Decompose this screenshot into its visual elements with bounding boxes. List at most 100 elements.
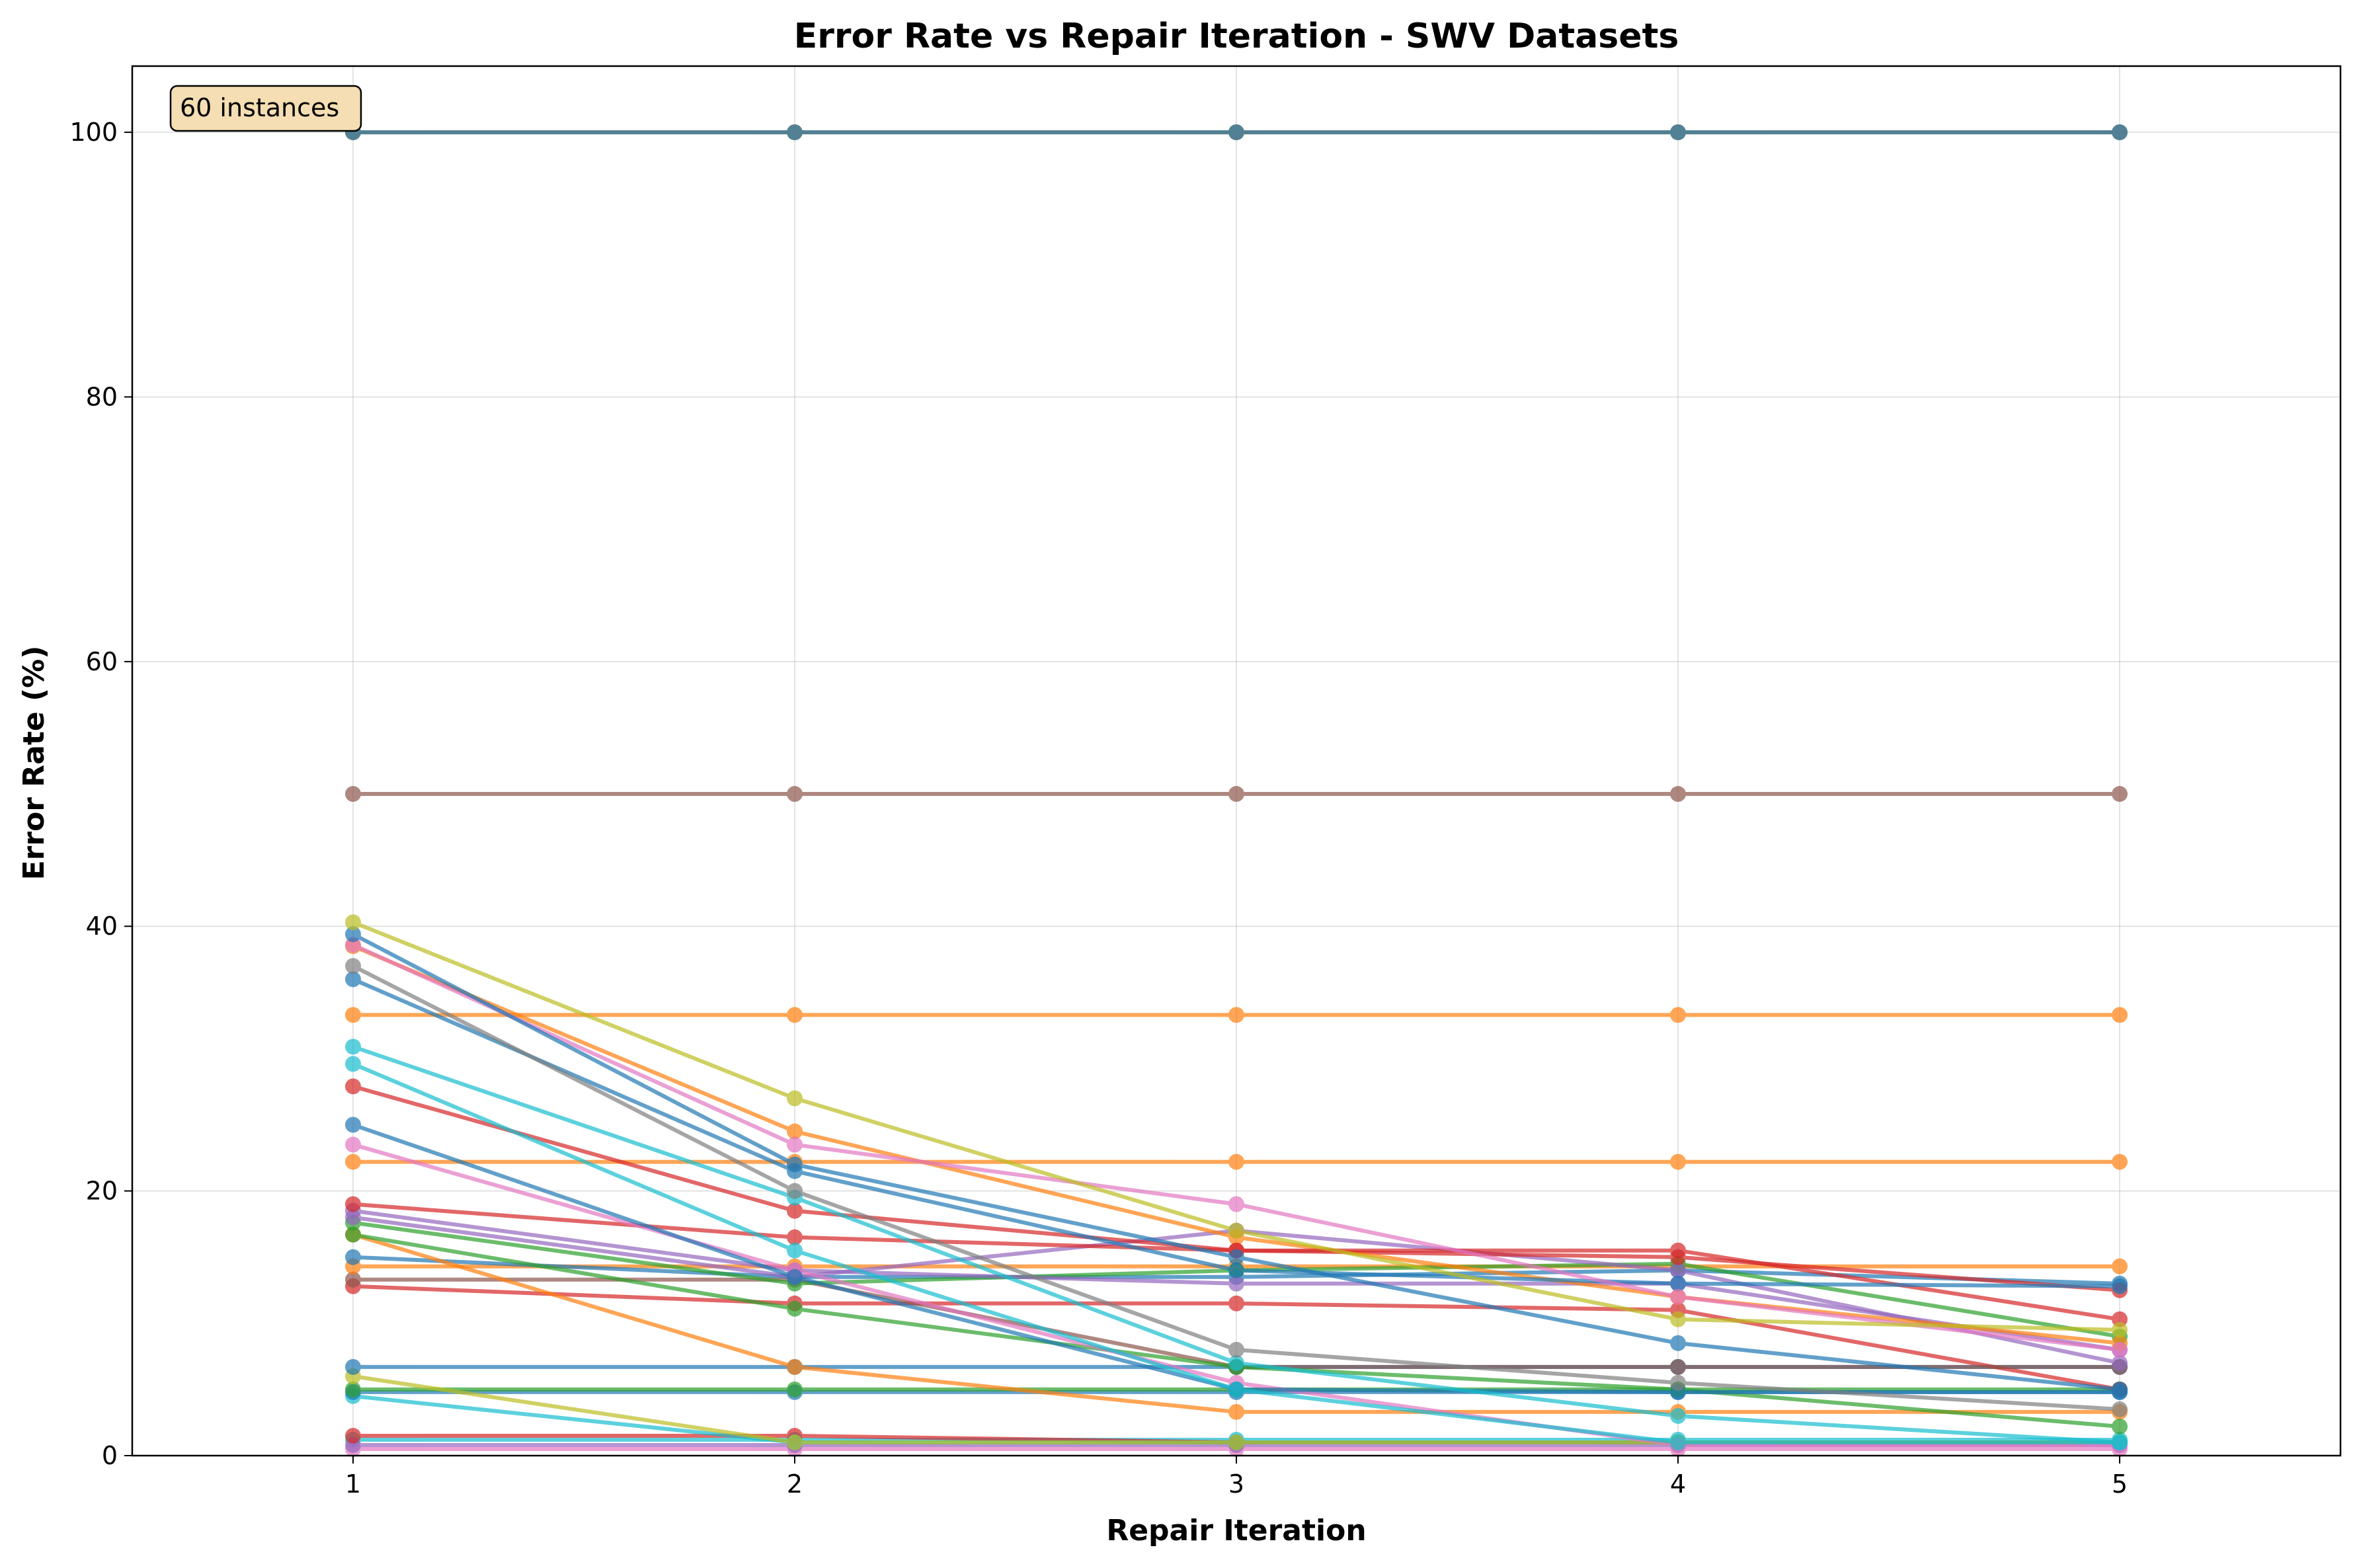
y-axis-label: Error Rate (%) — [17, 646, 51, 881]
x-tick-label: 2 — [787, 1470, 803, 1499]
data-point — [1670, 1311, 1686, 1327]
data-point — [345, 914, 361, 931]
data-point — [2112, 1434, 2128, 1450]
data-point — [1670, 1434, 1686, 1450]
y-tick-label: 80 — [86, 382, 118, 411]
series-4 — [345, 786, 2128, 803]
annotation-text: 60 instances — [180, 93, 339, 122]
data-point — [1670, 124, 1686, 141]
data-point — [345, 958, 361, 974]
data-point — [345, 971, 361, 988]
data-point — [345, 1007, 361, 1023]
data-point — [345, 1136, 361, 1153]
x-tick-label: 5 — [2112, 1470, 2128, 1499]
data-point — [1670, 1242, 1686, 1259]
data-point — [2112, 786, 2128, 803]
data-point — [2112, 1154, 2128, 1170]
data-point — [787, 1269, 803, 1285]
data-point — [1670, 1154, 1686, 1170]
data-point — [1228, 1222, 1244, 1239]
data-point — [1670, 1407, 1686, 1424]
data-point — [1670, 1335, 1686, 1351]
data-point — [1228, 1154, 1244, 1170]
data-point — [345, 1056, 361, 1072]
data-point — [2112, 1401, 2128, 1417]
series-8 — [345, 958, 2128, 1417]
instances-annotation: 60 instances — [169, 85, 362, 132]
data-point — [1228, 1262, 1244, 1278]
data-point — [345, 1226, 361, 1243]
data-point — [2112, 1007, 2128, 1023]
data-point — [787, 1156, 803, 1173]
data-point — [1670, 1262, 1686, 1278]
y-tick-label: 0 — [102, 1441, 118, 1470]
data-point — [1670, 786, 1686, 803]
annotation-box — [169, 85, 362, 132]
data-point — [1228, 1403, 1244, 1420]
data-point — [1228, 1341, 1244, 1358]
data-point — [2112, 1341, 2128, 1358]
data-point — [345, 1078, 361, 1095]
data-point — [787, 1229, 803, 1245]
data-point — [1228, 1196, 1244, 1212]
data-point — [1670, 1358, 1686, 1375]
data-point — [1228, 1275, 1244, 1292]
data-point — [787, 786, 803, 803]
data-point — [345, 1381, 361, 1397]
data-point — [2112, 1278, 2128, 1294]
data-point — [787, 1136, 803, 1153]
data-point — [787, 1242, 803, 1259]
x-tick-label: 3 — [1228, 1470, 1244, 1499]
data-point — [787, 1123, 803, 1140]
data-point — [787, 1434, 803, 1450]
data-point — [345, 1249, 361, 1265]
series-6 — [345, 926, 2128, 1397]
data-point — [2112, 1418, 2128, 1434]
data-point — [787, 1007, 803, 1023]
data-point — [1228, 1295, 1244, 1312]
data-point — [1228, 1007, 1244, 1023]
data-point — [1228, 1434, 1244, 1450]
data-point — [345, 786, 361, 803]
data-point — [345, 1117, 361, 1133]
y-tick-label: 60 — [86, 647, 118, 676]
y-tick-label: 100 — [69, 118, 118, 147]
x-tick-label: 1 — [345, 1470, 361, 1499]
data-point — [345, 1154, 361, 1170]
data-point — [1228, 786, 1244, 803]
data-point — [1228, 1249, 1244, 1265]
data-point — [345, 1196, 361, 1212]
data-point — [1228, 1354, 1244, 1371]
data-point — [345, 926, 361, 943]
data-point — [787, 1090, 803, 1107]
data-point — [1670, 1288, 1686, 1305]
data-point — [1670, 1007, 1686, 1023]
data-point — [787, 1358, 803, 1375]
series-10 — [345, 1007, 2128, 1023]
data-point — [787, 124, 803, 141]
data-point — [345, 1271, 361, 1288]
series-5 — [345, 914, 2128, 1338]
series-7 — [345, 937, 2128, 1358]
data-point — [2112, 1354, 2128, 1371]
series-lines — [345, 124, 2128, 1457]
data-point — [1670, 1374, 1686, 1391]
data-point — [787, 1300, 803, 1317]
data-point — [345, 1358, 361, 1375]
data-point — [787, 1183, 803, 1199]
data-point — [787, 1381, 803, 1397]
data-point — [2112, 1381, 2128, 1397]
data-point — [345, 1039, 361, 1055]
x-axis-label: Repair Iteration — [1106, 1514, 1366, 1548]
x-tick-label: 4 — [1670, 1470, 1686, 1499]
data-point — [1670, 1275, 1686, 1292]
data-point — [1228, 124, 1244, 141]
data-point — [1228, 1381, 1244, 1397]
chart-title: Error Rate vs Repair Iteration - SWV Dat… — [794, 17, 1679, 56]
axis-ticks: 1 2 3 4 5 0 20 40 60 80 100 — [69, 118, 2128, 1499]
series-9 — [345, 971, 2128, 1294]
data-point — [2112, 124, 2128, 141]
y-tick-label: 40 — [86, 912, 118, 941]
